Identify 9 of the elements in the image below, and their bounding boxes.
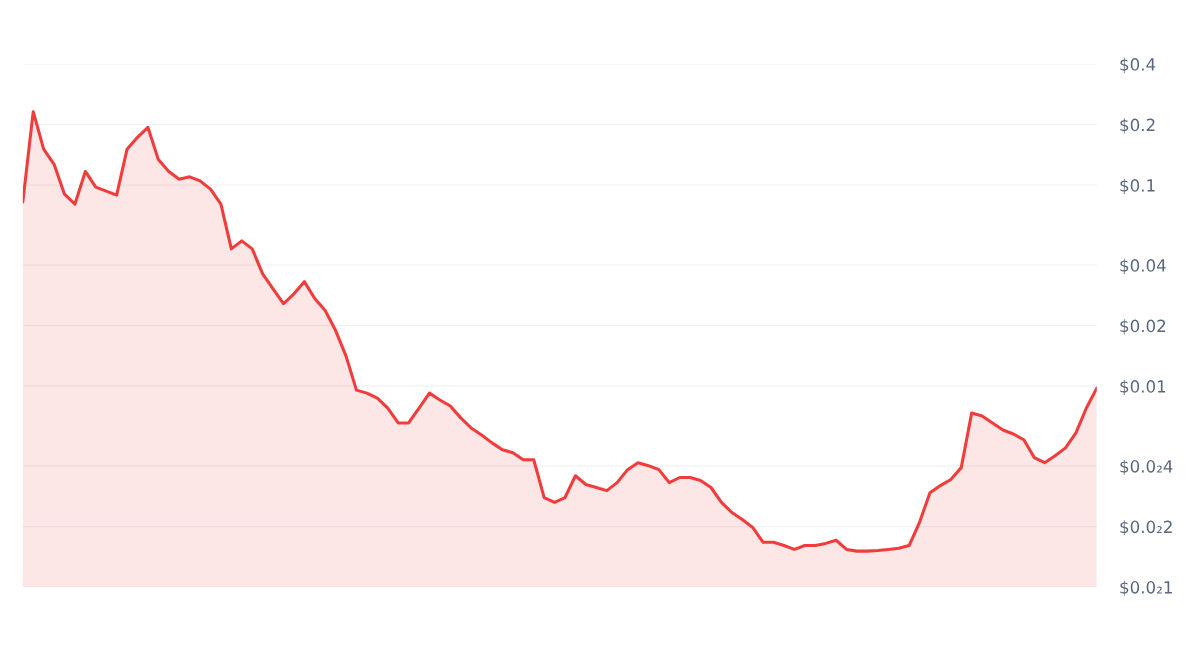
- y-tick-label: $0.0₂1: [1120, 580, 1172, 596]
- y-tick-label: $0.04: [1120, 258, 1166, 274]
- y-tick-label: $0.2: [1120, 118, 1155, 134]
- y-tick-label: $0.1: [1120, 178, 1155, 194]
- y-tick-label: $0.01: [1120, 379, 1166, 395]
- y-tick-label: $0.0₂4: [1120, 459, 1173, 475]
- y-tick-label: $0.0₂2: [1120, 520, 1172, 536]
- y-tick-label: $0.4: [1120, 57, 1156, 73]
- y-tick-label: $0.02: [1120, 319, 1166, 335]
